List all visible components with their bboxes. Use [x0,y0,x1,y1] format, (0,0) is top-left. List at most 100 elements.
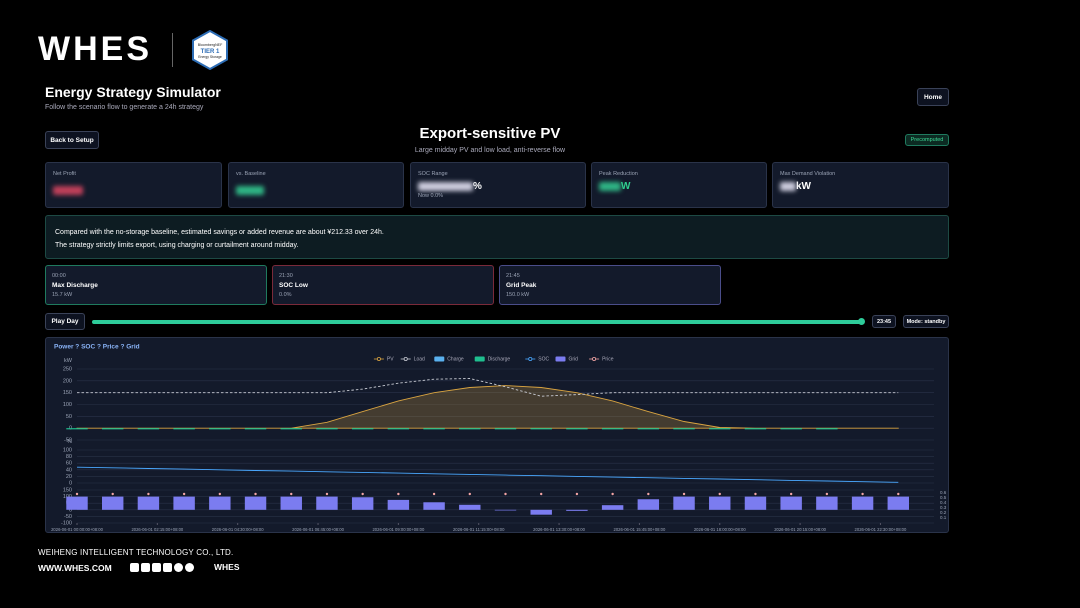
mode-display: Mode: standby [903,315,949,328]
back-button[interactable]: Back to Setup [45,131,99,149]
bar [173,496,195,510]
social-icon[interactable] [174,563,183,572]
kpi-value: % [473,181,482,192]
social-icon[interactable] [130,563,139,572]
bar [209,428,231,430]
y2-tick-label: 0.5 [940,495,947,500]
point [682,492,686,496]
summary-box: Compared with the no-storage baseline, e… [45,215,949,259]
x-tick-label: 2026-06-01 13:30:00+08:00 [533,527,585,532]
website: WWW.WHES.COM [38,563,112,573]
social-icons [130,563,194,572]
x-tick-label: 2026-06-01 04:30:00+08:00 [212,527,264,532]
area [76,385,899,429]
social-icon[interactable] [185,563,194,572]
bar [137,428,160,430]
point [647,492,650,496]
point [325,492,329,496]
point [754,492,757,496]
x-tick-label: 2026-06-01 00:00:00+08:00 [51,527,103,532]
legend-label: SOC [538,356,549,362]
y2-tick-label: 0.3 [940,505,947,510]
kpi-note: Now 0.0% [418,193,444,199]
bar [887,496,910,510]
blurred-value [780,181,796,191]
event-title: Max Discharge [52,282,98,289]
point [182,492,186,496]
legend-label: PV [387,356,394,362]
event-card[interactable]: 21:30 SOC Low 0.0% [272,265,494,305]
footer-brand: WHES [214,562,240,572]
bar [601,505,624,510]
bar [744,428,767,430]
bar [423,502,445,510]
social-icon[interactable] [141,563,150,572]
y-axis-label: kW [64,358,73,364]
point [504,492,507,496]
x-tick-label: 2026-06-01 11:15:00+08:00 [453,527,505,532]
y2-tick-label: 0.2 [940,510,947,515]
bar [244,496,267,510]
bar [244,428,267,430]
x-tick-label: 2026-06-01 02:15:00+08:00 [131,527,183,532]
legend-swatch [555,356,566,362]
point [111,492,114,496]
point [611,492,614,496]
y-tick-label: 250 [63,366,72,372]
legend-swatch [403,356,408,361]
event-card[interactable]: 21:45 Grid Peak 150.0 kW [499,265,721,305]
social-icon[interactable] [152,563,161,572]
legend-label: Price [602,356,614,362]
legend-swatch [528,356,533,361]
badge-shape [192,30,228,70]
progress-slider[interactable] [92,320,862,324]
bar [494,428,517,430]
event-card[interactable]: 00:00 Max Discharge 15.7 kW [45,265,267,305]
summary-line: Compared with the no-storage baseline, e… [55,229,384,236]
time-display: 23:45 [872,315,896,328]
kpi-label: vs. Baseline [236,171,266,177]
slider-thumb[interactable] [858,318,865,325]
y2-tick-label: 0.6 [940,490,947,495]
point [540,492,543,496]
bar [780,428,802,430]
company-name: WEIHENG INTELLIGENT TECHNOLOGY CO., LTD. [38,548,234,557]
bar [851,496,874,510]
line [76,466,899,483]
point [718,492,721,496]
kpi-card: SOC Range% Now 0.0% [410,162,586,208]
blurred-value [418,181,473,191]
legend-label: Load [414,356,425,362]
bar [387,499,410,510]
bar [459,504,481,510]
social-icon[interactable] [163,563,172,572]
y-tick-label: 0 [69,480,72,486]
play-button[interactable]: Play Day [45,313,85,330]
y2-tick-label: 0.4 [940,500,947,505]
y-tick-label: 150 [63,390,72,396]
y-tick-label: 60 [66,461,72,467]
bar [709,428,731,430]
status-badge: Precomputed [905,134,949,146]
bar [209,496,231,510]
bar [66,428,88,430]
bar [637,428,660,430]
blurred-value [236,186,264,196]
bar [816,496,838,510]
point [861,492,864,496]
y-tick-label: 100 [63,447,72,453]
kpi-value: kW [796,181,811,192]
legend-label: Charge [447,356,464,362]
home-button[interactable]: Home [917,88,949,106]
point [218,492,222,496]
bar [816,428,838,430]
bar [601,428,624,430]
legend-swatch [376,356,381,361]
bar [744,496,767,510]
y-tick-label: 80 [66,454,72,460]
y-tick-label: 20 [66,474,72,480]
bar [530,509,552,515]
event-detail: 150.0 kW [506,292,530,298]
badge-text: Energy Storage [198,55,222,59]
event-title: SOC Low [279,282,308,289]
